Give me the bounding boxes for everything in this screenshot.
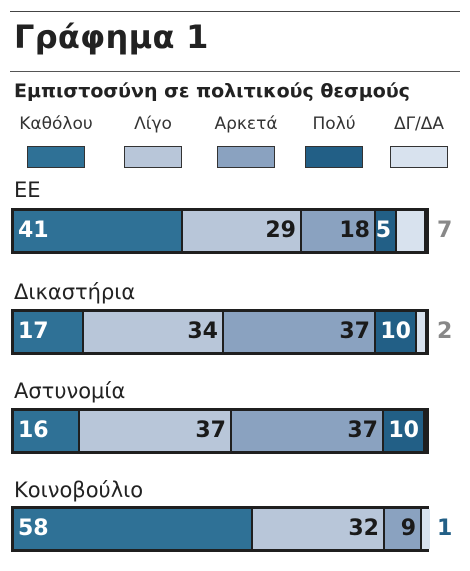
bar-value-label: 58 bbox=[18, 516, 49, 541]
bar-value-label: 18 bbox=[339, 218, 370, 243]
bar-row: 16 37 37 10 bbox=[11, 408, 429, 454]
subtitle-rule bbox=[10, 71, 460, 72]
bar-value-label: 10 bbox=[380, 319, 411, 344]
top-rule bbox=[10, 11, 460, 12]
legend-swatch bbox=[217, 146, 275, 168]
bar-segment: 10 bbox=[384, 411, 423, 451]
bar-value-label: 17 bbox=[18, 319, 49, 344]
bar-segment: 37 bbox=[80, 411, 230, 451]
bar-segment: 37 bbox=[224, 312, 374, 352]
legend-swatch bbox=[390, 146, 448, 168]
bar-value-label: 41 bbox=[18, 218, 49, 243]
bar-segment: 5 bbox=[376, 211, 395, 251]
outside-value-label: 2 bbox=[437, 319, 453, 344]
bar-row: 41 29 18 5 bbox=[11, 208, 429, 254]
outside-value-label: 1 bbox=[437, 516, 453, 541]
bar-segment bbox=[417, 312, 425, 352]
legend: Καθόλου Λίγο Αρκετά Πολύ ΔΓ/ΔΑ bbox=[0, 114, 470, 174]
category-label: Δικαστήρια bbox=[14, 280, 136, 304]
category-label: Κοινοβούλιο bbox=[14, 478, 144, 502]
bar-value-label: 37 bbox=[339, 319, 370, 344]
outside-value-label: 7 bbox=[437, 218, 453, 243]
legend-label: Πολύ bbox=[312, 114, 356, 134]
bar-value-label: 9 bbox=[400, 516, 416, 541]
bar-segment: 41 bbox=[14, 211, 181, 251]
legend-label: Λίγο bbox=[134, 114, 172, 134]
legend-label: Αρκετά bbox=[214, 114, 278, 134]
category-label: Αστυνομία bbox=[14, 379, 126, 403]
chart-title: Εμπιστοσύνη σε πολιτικούς θεσμούς bbox=[14, 80, 410, 102]
bar-value-label: 37 bbox=[195, 418, 226, 443]
bar-value-label: 34 bbox=[187, 319, 218, 344]
bar-segment: 29 bbox=[183, 211, 300, 251]
bar-segment bbox=[397, 211, 424, 251]
legend-label: Καθόλου bbox=[19, 114, 93, 134]
figure-title: Γράφημα 1 bbox=[14, 18, 209, 56]
bar-segment: 58 bbox=[14, 509, 251, 549]
bar-segment: 37 bbox=[232, 411, 382, 451]
legend-swatch bbox=[27, 146, 85, 168]
bar-value-label: 32 bbox=[348, 516, 379, 541]
bar-segment bbox=[422, 509, 430, 549]
bar-segment: 17 bbox=[14, 312, 82, 352]
bar-value-label: 37 bbox=[347, 418, 378, 443]
bar-value-label: 29 bbox=[265, 218, 296, 243]
bar-row: 17 34 37 10 bbox=[11, 309, 429, 355]
bar-segment: 16 bbox=[14, 411, 78, 451]
legend-swatch bbox=[305, 146, 363, 168]
legend-swatch bbox=[124, 146, 182, 168]
bar-segment: 34 bbox=[84, 312, 222, 352]
bar-segment: 9 bbox=[385, 509, 420, 549]
bar-value-label: 16 bbox=[18, 418, 49, 443]
bar-segment: 18 bbox=[302, 211, 374, 251]
bar-value-label: 5 bbox=[375, 218, 391, 243]
bar-value-label: 10 bbox=[388, 418, 419, 443]
bar-segment: 10 bbox=[376, 312, 415, 352]
category-label: ΕΕ bbox=[14, 178, 41, 202]
legend-label: ΔΓ/ΔΑ bbox=[393, 114, 445, 134]
bar-segment: 32 bbox=[253, 509, 383, 549]
bar-row: 58 32 9 bbox=[11, 506, 430, 552]
